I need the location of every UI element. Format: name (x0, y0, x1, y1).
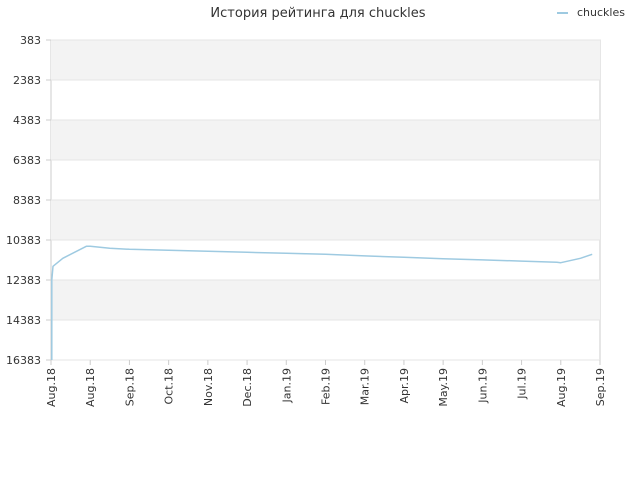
legend: chuckles (557, 6, 625, 19)
x-tick-label: Oct.18 (163, 368, 176, 405)
x-tick-label: Aug.19 (555, 368, 568, 407)
y-tick-label: 6383 (13, 154, 41, 167)
x-tick-label: Jul.19 (516, 368, 529, 400)
chart-title: История рейтинга для chuckles (210, 6, 425, 21)
y-tick-label: 14383 (6, 314, 41, 327)
x-tick-label: Feb.19 (320, 368, 333, 405)
x-tick-label: May.19 (437, 368, 450, 407)
y-tick-label: 2383 (13, 74, 41, 87)
x-tick-label: Jan.19 (280, 368, 293, 403)
grid-lines (51, 39, 600, 361)
x-tick-label: Mar.19 (359, 368, 372, 405)
legend-label: chuckles (577, 6, 625, 19)
y-tick-label: 383 (20, 34, 41, 47)
y-tick-label: 8383 (13, 194, 41, 207)
y-tick-label: 12383 (6, 274, 41, 287)
x-axis: Aug.18 Aug.18 Sep.18 Oct.18 Nov.18 Dec.18 Jan.… (45, 360, 607, 407)
x-tick-label: Jun.19 (476, 368, 489, 404)
y-tick-label: 16383 (6, 354, 41, 367)
x-tick-label: Aug.18 (45, 368, 58, 407)
plot-band (51, 120, 600, 160)
series-line-0 (51, 245, 593, 360)
series-layer (51, 245, 593, 360)
y-axis: 383 2383 4383 6383 8383 10383 12383 14383 16383 (6, 34, 51, 367)
x-tick-label: Dec.18 (241, 368, 254, 407)
y-tick-label: 4383 (13, 114, 41, 127)
x-tick-label: Aug.18 (84, 368, 97, 407)
plot-band (51, 280, 600, 320)
plot-band (51, 200, 600, 240)
x-tick-label: Nov.18 (202, 368, 215, 406)
plot-band (51, 40, 600, 80)
y-tick-label: 10383 (6, 234, 41, 247)
x-tick-label: Sep.19 (594, 368, 607, 406)
x-tick-label: Sep.18 (123, 368, 136, 406)
x-tick-label: Apr.19 (398, 368, 411, 404)
